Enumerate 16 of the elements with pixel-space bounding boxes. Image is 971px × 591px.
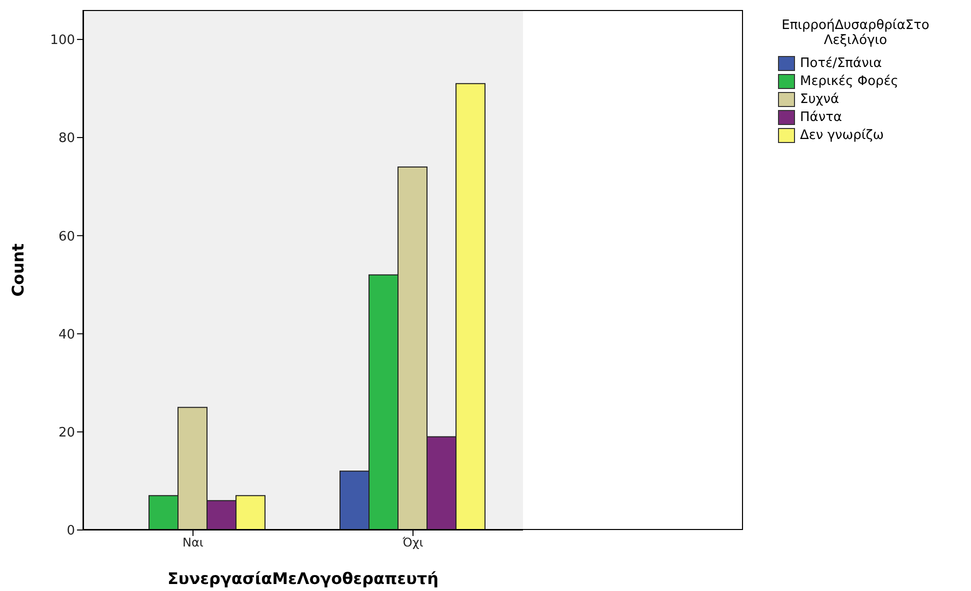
y-tick-label: 60 bbox=[58, 229, 75, 244]
y-axis-title: Count bbox=[8, 243, 28, 297]
y-tick-label: 40 bbox=[58, 327, 75, 342]
y-tick-label: 100 bbox=[50, 33, 75, 48]
legend-label: Ποτέ/Σπάνια bbox=[800, 56, 882, 70]
x-tick-label: Ναι bbox=[182, 536, 204, 550]
y-tick-label: 0 bbox=[66, 524, 75, 539]
legend-label: Πάντα bbox=[800, 110, 842, 124]
legend-label: Μερικές Φορές bbox=[800, 74, 898, 88]
legend-label: Δεν γνωρίζω bbox=[800, 128, 884, 142]
x-axis-title: ΣυνεργασίαΜεΛογοθεραπευτή bbox=[168, 569, 438, 588]
legend-title: ΕπιρροήΔυσαρθρίαΣτο Λεξιλόγιο bbox=[780, 18, 930, 48]
x-tick-label: Όχι bbox=[402, 536, 424, 550]
y-tick-label: 20 bbox=[58, 426, 75, 440]
y-tick-label: 80 bbox=[58, 131, 75, 146]
legend-label: Συχνά bbox=[800, 92, 840, 106]
